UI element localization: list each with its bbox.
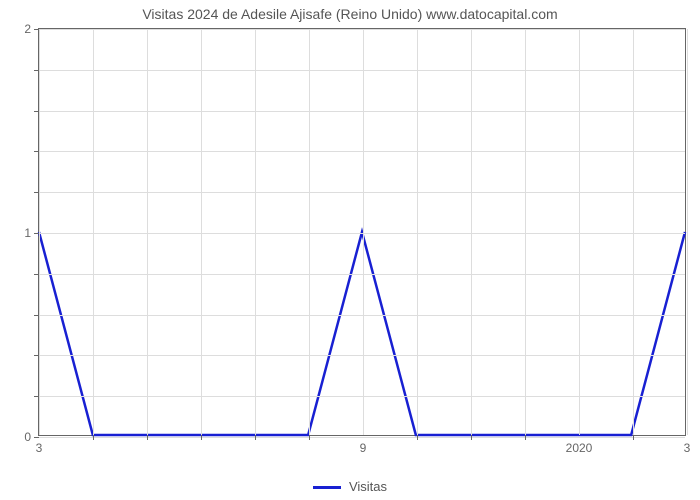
- grid-line-horizontal: [39, 111, 685, 112]
- x-axis-tick-label: 3: [684, 435, 691, 455]
- grid-line-horizontal: [39, 396, 685, 397]
- legend: Visitas: [0, 479, 700, 494]
- x-axis-tick-mark: [93, 435, 94, 440]
- grid-line-vertical: [147, 29, 148, 435]
- grid-line-vertical: [201, 29, 202, 435]
- grid-line-horizontal: [39, 274, 685, 275]
- series-line: [39, 232, 685, 435]
- grid-line-vertical: [633, 29, 634, 435]
- y-axis-tick-mark: [34, 233, 39, 234]
- x-axis-tick-mark: [417, 435, 418, 440]
- grid-line-vertical: [39, 29, 40, 435]
- x-axis-tick-label: 3: [36, 435, 43, 455]
- grid-line-horizontal: [39, 70, 685, 71]
- x-axis-tick-mark: [633, 435, 634, 440]
- grid-line-vertical: [255, 29, 256, 435]
- x-axis-tick-label: 9: [360, 435, 367, 455]
- grid-line-horizontal: [39, 355, 685, 356]
- x-axis-tick-label: 2020: [566, 435, 593, 455]
- y-axis-tick-mark: [34, 315, 39, 316]
- y-axis-tick-mark: [34, 396, 39, 397]
- plot-area: 0123920203: [38, 28, 686, 436]
- x-axis-tick-mark: [525, 435, 526, 440]
- x-axis-tick-mark: [201, 435, 202, 440]
- chart-container: Visitas 2024 de Adesile Ajisafe (Reino U…: [0, 0, 700, 500]
- y-axis-tick-mark: [34, 151, 39, 152]
- grid-line-horizontal: [39, 233, 685, 234]
- line-series: [39, 29, 685, 435]
- grid-line-vertical: [525, 29, 526, 435]
- grid-line-vertical: [309, 29, 310, 435]
- y-axis-tick-mark: [34, 70, 39, 71]
- grid-line-vertical: [687, 29, 688, 435]
- y-axis-tick-mark: [34, 355, 39, 356]
- y-axis-tick-mark: [34, 111, 39, 112]
- grid-line-vertical: [417, 29, 418, 435]
- x-axis-tick-mark: [471, 435, 472, 440]
- grid-line-horizontal: [39, 29, 685, 30]
- chart-title: Visitas 2024 de Adesile Ajisafe (Reino U…: [0, 6, 700, 22]
- grid-line-vertical: [363, 29, 364, 435]
- legend-swatch: [313, 486, 341, 489]
- grid-line-horizontal: [39, 192, 685, 193]
- grid-line-vertical: [93, 29, 94, 435]
- grid-line-vertical: [579, 29, 580, 435]
- y-axis-tick-mark: [34, 29, 39, 30]
- x-axis-tick-mark: [255, 435, 256, 440]
- y-axis-tick-mark: [34, 192, 39, 193]
- y-axis-tick-mark: [34, 274, 39, 275]
- x-axis-tick-mark: [147, 435, 148, 440]
- grid-line-vertical: [471, 29, 472, 435]
- legend-label: Visitas: [349, 479, 387, 494]
- grid-line-horizontal: [39, 315, 685, 316]
- grid-line-horizontal: [39, 151, 685, 152]
- x-axis-tick-mark: [309, 435, 310, 440]
